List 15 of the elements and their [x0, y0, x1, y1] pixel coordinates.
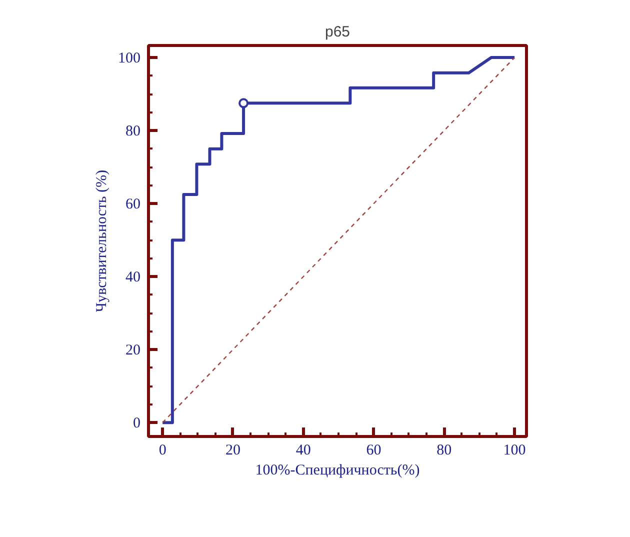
x-tick-label: 20 — [225, 442, 240, 458]
x-tick-label: 0 — [158, 442, 166, 458]
x-tick-label: 100 — [503, 442, 526, 458]
y-axis-title: Чувствительность (%) — [94, 170, 110, 312]
x-tick-label: 60 — [366, 442, 382, 458]
chart-title: p65 — [324, 24, 350, 40]
y-tick-label: 40 — [126, 270, 140, 286]
y-tick-label: 0 — [133, 416, 140, 432]
x-tick-label: 40 — [296, 442, 311, 458]
y-tick-label: 100 — [118, 50, 140, 67]
y-tick-label: 60 — [126, 196, 140, 213]
x-axis-title: 100%-Специфичность(%) — [255, 462, 420, 478]
y-tick-label: 80 — [126, 124, 140, 140]
x-tick-label: 80 — [436, 442, 452, 458]
y-tick-label: 20 — [126, 342, 140, 359]
